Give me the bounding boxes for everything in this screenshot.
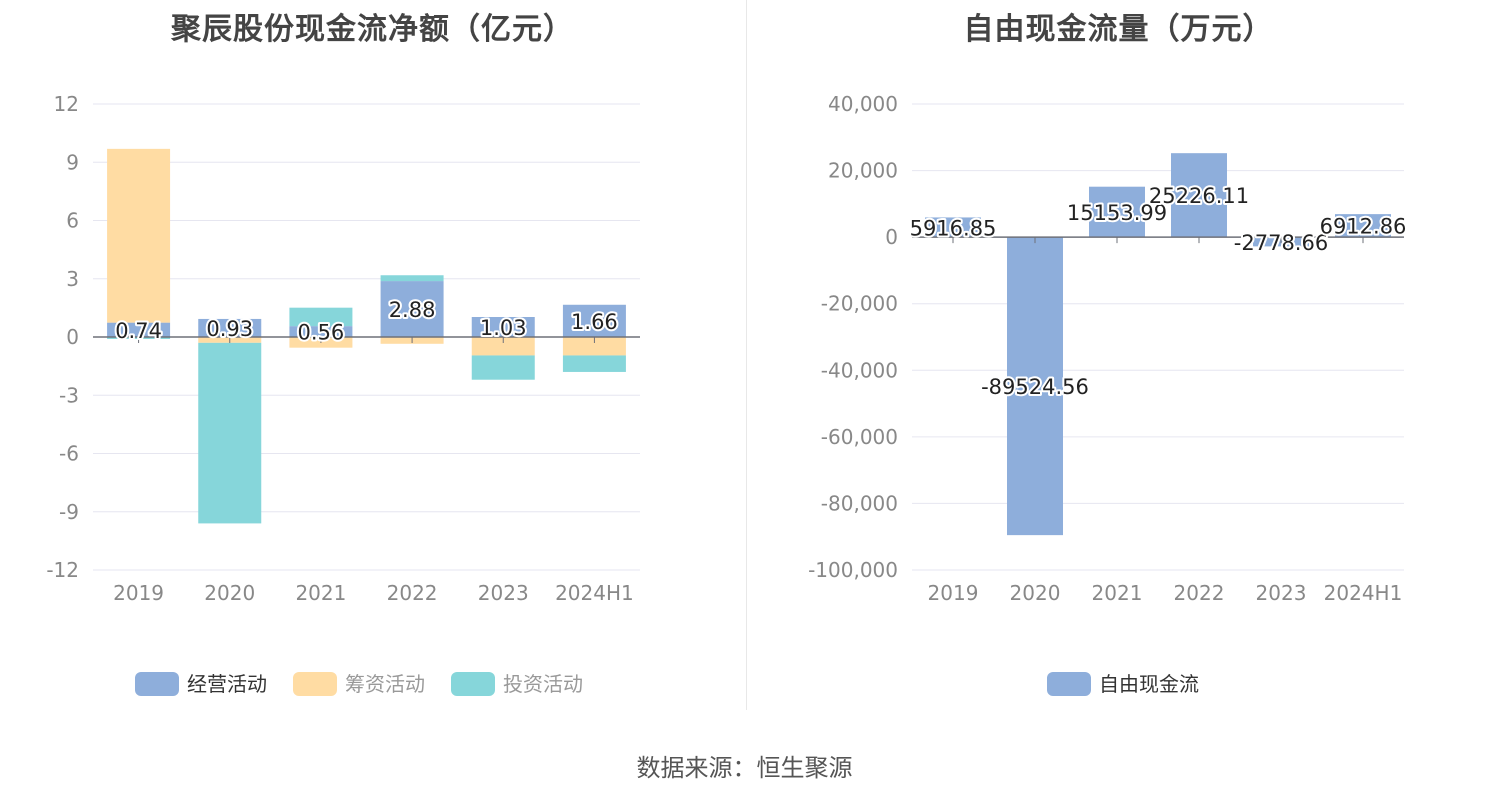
- free-cashflow-y-tick-label: -40,000: [821, 358, 898, 382]
- net-cashflow-legend-swatch: [451, 672, 495, 696]
- net-cashflow-bar-2024H1-series2: [562, 355, 626, 372]
- free-cashflow-data-label: 25226.11: [1149, 184, 1249, 208]
- free-cashflow-legend-label: 自由现金流: [1099, 672, 1199, 696]
- net-cashflow-data-label: 0.56: [298, 321, 345, 345]
- free-cashflow-bar-2021-series0: [1089, 186, 1145, 238]
- net-cashflow-chart-panel: 聚辰股份现金流净额（亿元） 12 9 6 3 0 -3 -6 -9 -12 2019 2020 202…: [0, 0, 745, 720]
- net-cashflow-chart-title: 聚辰股份现金流净额（亿元）: [171, 12, 574, 47]
- net-cashflow-bar-2021-series2: [289, 307, 353, 327]
- free-cashflow-bar-2020-series0: [1007, 237, 1063, 536]
- net-cashflow-y-tick-label: -6: [59, 442, 79, 466]
- free-cashflow-data-label: 6912.86: [1320, 215, 1407, 239]
- net-cashflow-y-tick-label: 12: [54, 92, 79, 116]
- net-cashflow-bar-2024H1-series1: [562, 337, 626, 356]
- net-cashflow-x-tick-label: 2021: [295, 581, 346, 605]
- net-cashflow-data-label: 1.03: [480, 316, 527, 340]
- free-cashflow-x-tick-label: 2019: [928, 581, 979, 605]
- net-cashflow-x-tick-label: 2019: [113, 581, 164, 605]
- net-cashflow-legend-swatch: [135, 672, 179, 696]
- panel-divider: [746, 0, 747, 710]
- free-cashflow-chart-title: 自由现金流量（万元）: [963, 12, 1274, 47]
- free-cashflow-y-tick-label: -20,000: [821, 292, 898, 316]
- net-cashflow-x-tick-label: 2023: [478, 581, 529, 605]
- net-cashflow-y-tick-label: 6: [66, 209, 79, 233]
- net-cashflow-bar-2024H1-series0: [562, 304, 626, 337]
- net-cashflow-x-tick-label: 2022: [387, 581, 438, 605]
- data-source-note: 数据来源：恒生聚源: [636, 754, 853, 782]
- free-cashflow-x-tick-label: 2021: [1092, 581, 1143, 605]
- net-cashflow-bar-2023-series0: [471, 317, 535, 337]
- free-cashflow-x-tick-label: 2024H1: [1324, 581, 1403, 605]
- net-cashflow-legend-label: 筹资活动: [345, 672, 425, 696]
- net-cashflow-data-label: 1.66: [571, 310, 618, 334]
- net-cashflow-y-tick-label: 3: [66, 267, 79, 291]
- net-cashflow-data-label: 0.74: [115, 319, 162, 343]
- net-cashflow-x-tick-label: 2020: [204, 581, 255, 605]
- free-cashflow-y-tick-label: 20,000: [828, 159, 898, 183]
- net-cashflow-bar-2019-series0: [107, 322, 171, 337]
- free-cashflow-data-label: -2778.66: [1234, 231, 1328, 255]
- free-cashflow-y-tick-label: -80,000: [821, 491, 898, 515]
- net-cashflow-y-tick-label: 0: [66, 325, 79, 349]
- free-cashflow-bar-2022-series0: [1171, 153, 1227, 238]
- net-cashflow-y-tick-label: -12: [46, 558, 79, 582]
- net-cashflow-y-tick-label: -3: [59, 383, 79, 407]
- net-cashflow-bar-2022-series0: [380, 281, 444, 337]
- net-cashflow-bar-2023-series2: [471, 355, 535, 380]
- net-cashflow-bar-2021-series0: [289, 326, 353, 337]
- free-cashflow-chart: 40,000 20,000 0 -20,000 -40,000 -60,000 -80,00…: [808, 92, 1408, 696]
- net-cashflow-bar-2022-series2: [380, 275, 444, 282]
- net-cashflow-chart: 12 9 6 3 0 -3 -6 -9 -12 2019 2020 2021 2022 2023 2024H…: [46, 92, 640, 696]
- net-cashflow-legend-label: 投资活动: [503, 672, 583, 696]
- free-cashflow-y-tick-label: -60,000: [821, 425, 898, 449]
- net-cashflow-legend-label: 经营活动: [187, 672, 267, 696]
- net-cashflow-y-tick-label: -9: [59, 500, 79, 524]
- free-cashflow-y-tick-label: 0: [885, 225, 898, 249]
- free-cashflow-bar-2019-series0: [925, 217, 981, 238]
- net-cashflow-x-tick-label: 2024H1: [555, 581, 634, 605]
- net-cashflow-bar-2019-series1: [107, 148, 171, 323]
- free-cashflow-chart-panel: 自由现金流量（万元） 40,000 20,000 0 -20,000 -40,000 -6…: [748, 0, 1489, 720]
- free-cashflow-legend-swatch: [1047, 672, 1091, 696]
- net-cashflow-legend-swatch: [293, 672, 337, 696]
- net-cashflow-data-label: 0.93: [206, 317, 253, 341]
- free-cashflow-x-tick-label: 2022: [1174, 581, 1225, 605]
- free-cashflow-x-tick-label: 2020: [1010, 581, 1061, 605]
- net-cashflow-data-label: 2.88: [389, 298, 436, 322]
- free-cashflow-x-tick-label: 2023: [1256, 581, 1307, 605]
- net-cashflow-y-tick-label: 9: [66, 150, 79, 174]
- free-cashflow-y-tick-label: 40,000: [828, 92, 898, 116]
- free-cashflow-data-label: -89524.56: [981, 375, 1089, 399]
- free-cashflow-y-tick-label: -100,000: [808, 558, 898, 582]
- free-cashflow-data-label: 15153.99: [1067, 201, 1167, 225]
- free-cashflow-data-label: 5916.85: [910, 216, 997, 240]
- free-cashflow-bar-2024H1-series0: [1335, 214, 1391, 238]
- net-cashflow-bar-2020-series2: [198, 342, 262, 524]
- net-cashflow-bar-2020-series0: [198, 318, 262, 337]
- net-cashflow-bar-2023-series1: [471, 337, 535, 356]
